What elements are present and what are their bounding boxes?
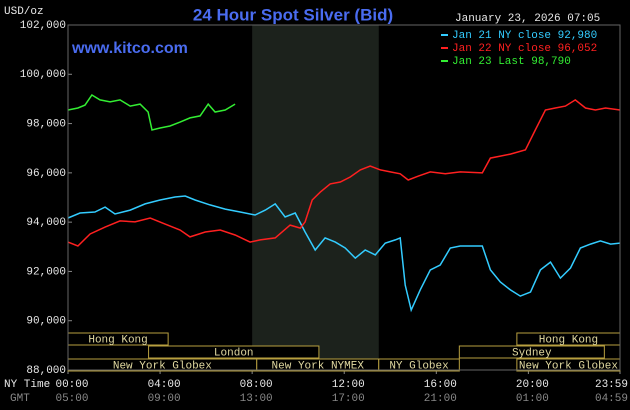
y-tick-label: 94,000 (26, 217, 66, 229)
x2-tick-label: 13:00 (240, 393, 273, 405)
plot-frame (67, 24, 621, 371)
x-tick-label: 20:00 (516, 379, 549, 391)
legend-entry: Jan 22 NY close 96,052 (452, 43, 597, 55)
y-tick-label: 100,000 (20, 69, 66, 81)
y-tick-label: 92,000 (26, 266, 66, 278)
y-tick-label: 88,000 (26, 365, 66, 377)
timestamp: January 23, 2026 07:05 (455, 13, 600, 25)
x-tick-label: 16:00 (424, 379, 457, 391)
x2-tick-label: 09:00 (148, 393, 181, 405)
session-bar (458, 345, 605, 359)
session-bar (378, 358, 460, 372)
y-tick-label: 96,000 (26, 168, 66, 180)
session-label: Hong Kong (88, 334, 147, 346)
x2-label: GMT (10, 393, 30, 405)
series-line (67, 195, 621, 313)
session-label: New York NYMEX (272, 360, 365, 372)
x2-tick-label: 17:00 (332, 393, 365, 405)
x2-tick-label: 04:59 (595, 393, 628, 405)
y-tick-label: 90,000 (26, 316, 66, 328)
y-tick-label: 102,000 (20, 20, 66, 32)
session-label: Sydney (512, 347, 552, 359)
x-tick-label: 23:59 (595, 379, 628, 391)
series-line (67, 98, 621, 247)
y-tick-label: 98,000 (26, 118, 66, 130)
session-label: New York Globex (519, 360, 618, 372)
y-unit-label: USD/oz (4, 6, 44, 18)
session-bar (148, 345, 320, 359)
session-label: New York Globex (113, 360, 212, 372)
series-line (67, 93, 236, 131)
x2-tick-label: 21:00 (424, 393, 457, 405)
x-tick-label: 12:00 (332, 379, 365, 391)
legend-entry: Jan 23 Last 98,790 (452, 56, 571, 68)
x2-tick-label: 01:00 (516, 393, 549, 405)
session-label: NY Globex (389, 360, 449, 372)
session-label: Hong Kong (539, 334, 598, 346)
x-tick-label: 08:00 (240, 379, 273, 391)
x2-tick-label: 05:00 (55, 393, 88, 405)
source-label: www.kitco.com (71, 40, 188, 57)
session-label: London (214, 347, 254, 359)
chart-title: 24 Hour Spot Silver (Bid) (193, 5, 393, 24)
x-tick-label: 00:00 (55, 379, 88, 391)
legend-box (437, 26, 619, 68)
x-tick-label: 04:00 (148, 379, 181, 391)
legend-entry: Jan 21 NY close 92,980 (452, 30, 597, 42)
x-label: NY Time (4, 379, 50, 391)
